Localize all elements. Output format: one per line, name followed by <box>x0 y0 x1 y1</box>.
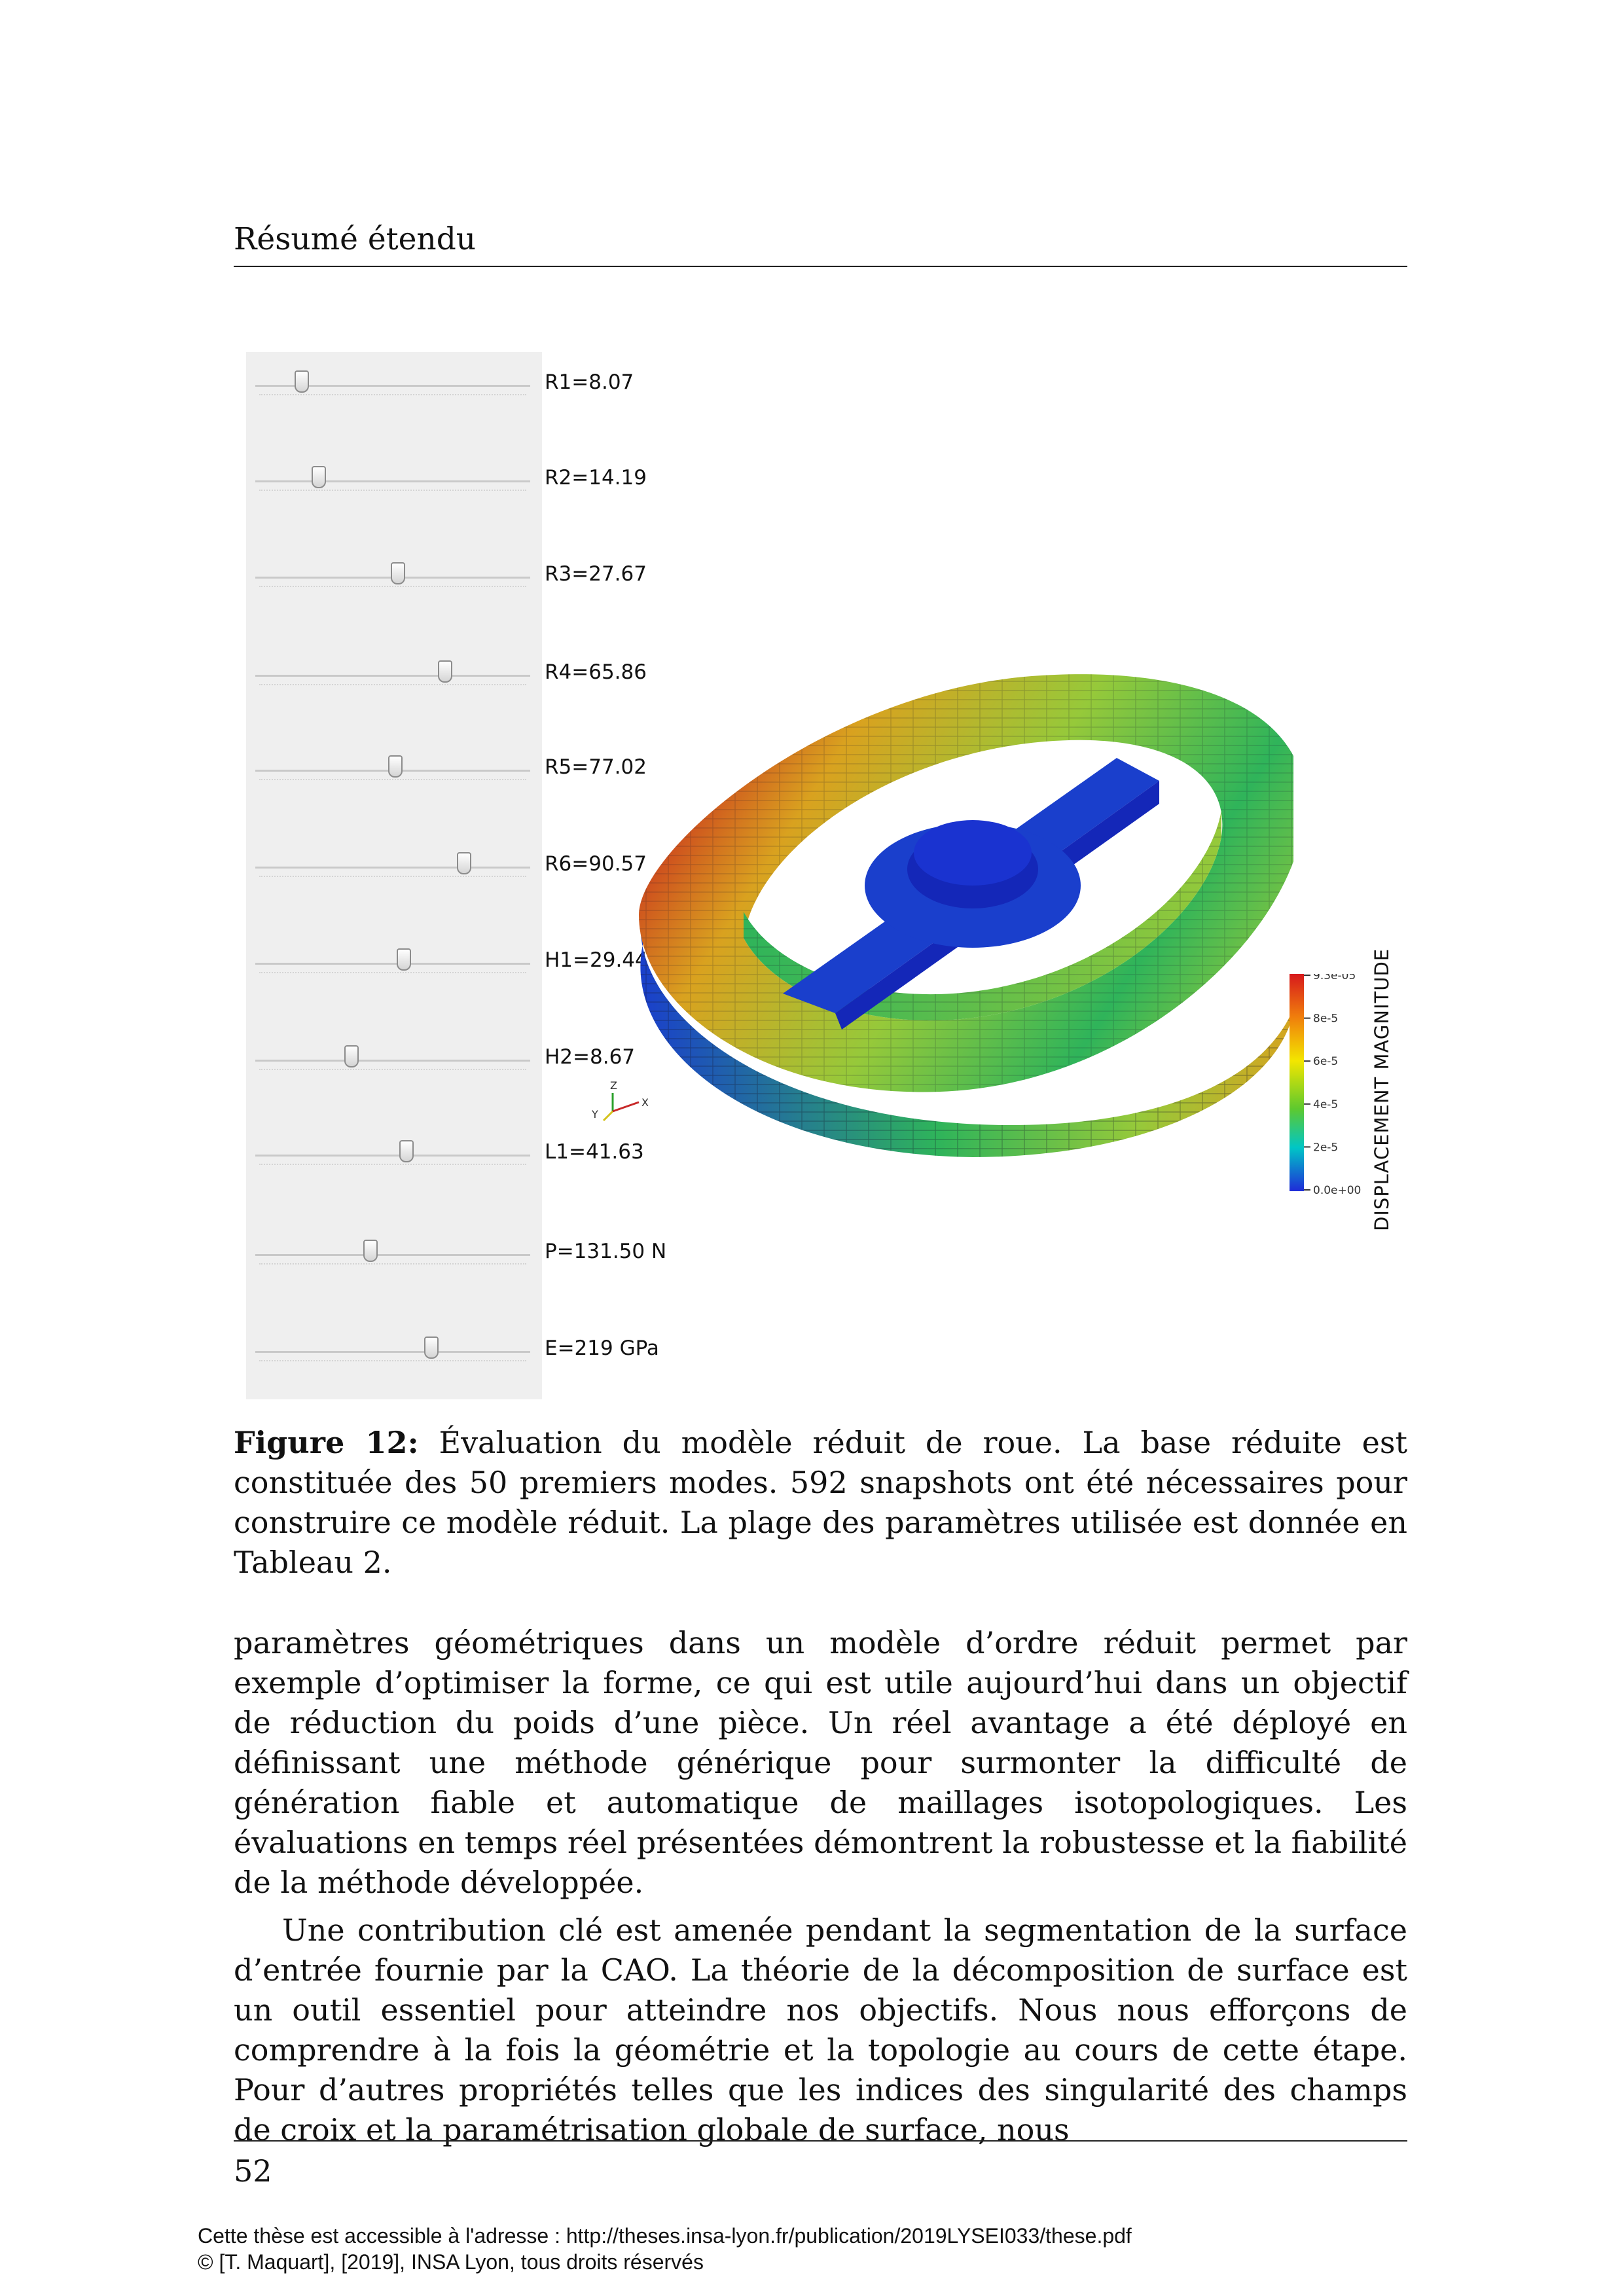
paragraph-1: paramètres géométriques dans un modèle d… <box>234 1625 1407 1900</box>
running-head: Résumé étendu <box>234 221 477 257</box>
slider-track[interactable] <box>255 1254 530 1256</box>
slider-track[interactable] <box>255 385 530 387</box>
parameter-slider: R2=14.19 <box>246 456 647 495</box>
colorbar-tick-label: 0.0e+00 <box>1313 1184 1361 1197</box>
wheel-hub <box>865 820 1081 948</box>
parameter-slider: H1=29.44 <box>246 938 648 977</box>
parameter-slider: H2=8.67 <box>246 1035 635 1074</box>
slider-thumb[interactable] <box>396 948 411 971</box>
slider-track[interactable] <box>255 480 530 482</box>
colorbar-gradient <box>1290 974 1304 1191</box>
parameter-slider: E=219 GPa <box>246 1326 659 1365</box>
axis-z-label: Z <box>610 1079 617 1092</box>
slider-track[interactable] <box>255 675 530 677</box>
slider-track[interactable] <box>255 963 530 965</box>
colorbar-tick-label: 9.3e-05 <box>1313 974 1356 982</box>
caption-label: Figure 12: <box>234 1425 419 1460</box>
slider-thumb[interactable] <box>295 370 310 393</box>
slider-value-label: H2=8.67 <box>545 1045 636 1069</box>
paragraph-2: Une contribution clé est amenée pendant … <box>234 1912 1407 2147</box>
slider-value-label: R5=77.02 <box>545 755 647 779</box>
slider-ticks <box>259 1164 526 1166</box>
parameter-slider: L1=41.63 <box>246 1130 644 1169</box>
colorbar-tick-label: 2e-5 <box>1313 1141 1338 1154</box>
slider-value-label: R6=90.57 <box>545 852 647 876</box>
slider-ticks <box>259 586 526 588</box>
slider-value-label: R2=14.19 <box>545 466 647 490</box>
slider-thumb[interactable] <box>437 660 452 683</box>
slider-track[interactable] <box>255 1351 530 1353</box>
slider-ticks <box>259 972 526 975</box>
slider-thumb[interactable] <box>424 1336 439 1359</box>
figure-caption: Figure 12: Évaluation du modèle réduit d… <box>234 1423 1407 1583</box>
access-footer: Cette thèse est accessible à l'adresse :… <box>198 2223 1132 2275</box>
colorbar-tick-label: 6e-5 <box>1313 1055 1338 1068</box>
slider-ticks <box>259 490 526 492</box>
parameter-slider: P=131.50 N <box>246 1229 666 1268</box>
slider-value-label: R3=27.67 <box>545 562 647 586</box>
parameter-slider: R1=8.07 <box>246 360 634 399</box>
page-number: 52 <box>234 2153 272 2189</box>
slider-value-label: R1=8.07 <box>545 370 634 394</box>
wheel-rim <box>639 674 1293 1157</box>
parameter-slider: R4=65.86 <box>246 650 647 689</box>
axis-y-label: Y <box>591 1108 598 1121</box>
slider-thumb[interactable] <box>388 755 403 778</box>
slider-thumb[interactable] <box>311 466 326 488</box>
slider-value-label: H1=29.44 <box>545 948 648 972</box>
caption-text: Évaluation du modèle réduit de roue. La … <box>234 1425 1407 1580</box>
slider-value-label: L1=41.63 <box>545 1140 644 1164</box>
slider-value-label: P=131.50 N <box>545 1240 667 1263</box>
colorbar-tick-label: 8e-5 <box>1313 1013 1338 1026</box>
slider-value-label: R4=65.86 <box>545 660 647 684</box>
slider-ticks <box>259 1263 526 1266</box>
header-rule <box>234 266 1407 267</box>
slider-thumb[interactable] <box>344 1045 359 1067</box>
colorbar-ticks: 9.3e-05 8e-5 6e-5 4e-5 2e-5 0.0e+00 <box>1304 974 1361 1197</box>
slider-ticks <box>259 684 526 687</box>
slider-value-label: E=219 GPa <box>545 1336 659 1360</box>
colorbar-tick-label: 4e-5 <box>1313 1098 1338 1111</box>
slider-ticks <box>259 1069 526 1071</box>
figure-12: R1=8.07 R2=14.19 R3=27.67 R4=65.86 R5=77.02 R… <box>246 352 1407 1399</box>
footer-copyright-line: © [T. Maquart], [2019], INSA Lyon, tous … <box>198 2250 704 2274</box>
slider-thumb[interactable] <box>457 852 472 874</box>
parameter-slider: R3=27.67 <box>246 552 647 591</box>
slider-thumb[interactable] <box>391 562 406 584</box>
slider-ticks <box>259 779 526 781</box>
slider-thumb[interactable] <box>363 1240 378 1262</box>
colorbar-title: DISPLACEMENT MAGNITUDE <box>1371 948 1393 1231</box>
slider-thumb[interactable] <box>399 1140 414 1162</box>
parameter-slider: R5=77.02 <box>246 745 647 784</box>
slider-track[interactable] <box>255 867 530 869</box>
slider-track[interactable] <box>255 1155 530 1157</box>
axis-x-label: X <box>641 1096 649 1109</box>
slider-ticks <box>259 1360 526 1363</box>
footer-rule <box>234 2140 1407 2142</box>
slider-ticks <box>259 876 526 878</box>
parameter-slider: R6=90.57 <box>246 842 647 881</box>
body-text: paramètres géométriques dans un modèle d… <box>234 1623 1407 2158</box>
footer-url-line: Cette thèse est accessible à l'adresse :… <box>198 2224 1132 2248</box>
wheel-render: Z Y X <box>591 674 1293 1157</box>
slider-ticks <box>259 394 526 397</box>
colorbar: 9.3e-05 8e-5 6e-5 4e-5 2e-5 0.0e+00 <box>1290 974 1361 1197</box>
slider-track[interactable] <box>255 1060 530 1062</box>
axes-triad: Z Y X <box>591 1079 649 1122</box>
